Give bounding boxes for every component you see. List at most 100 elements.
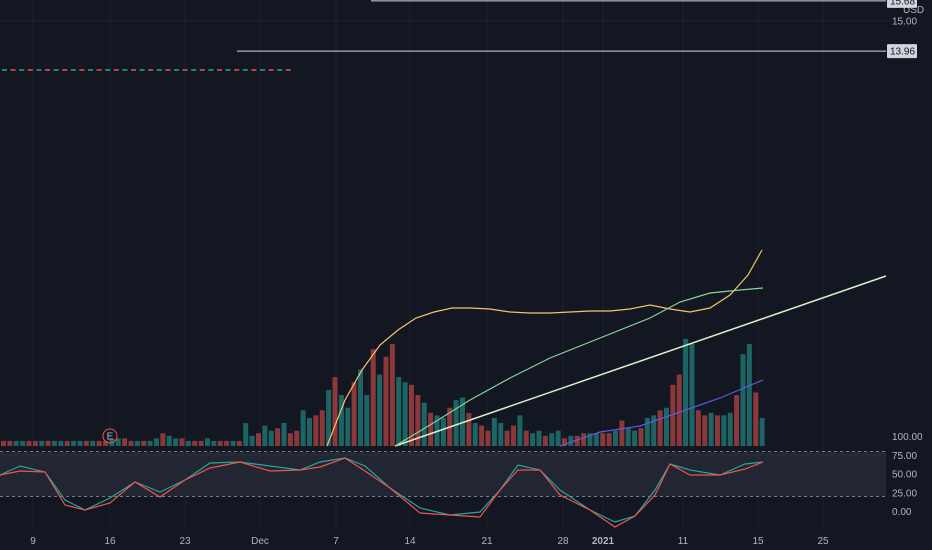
volume-bar [421,402,427,446]
volume-bar [409,384,414,446]
volume-bar [64,440,70,446]
volume-bar [52,440,57,446]
volume-bar [491,417,497,446]
level-tag-13-96: 13.96 [887,44,917,59]
volume-bar [20,440,26,446]
candle-flat [225,69,231,71]
candle-flat [182,69,188,71]
candle-flat [131,69,136,71]
earnings-marker-icon [102,428,118,444]
candle-flat [242,69,248,71]
volume-bar [160,433,166,446]
volume-bar [26,440,32,446]
indicator-tick-label: 25.00 [892,488,917,499]
volume-bar [71,440,77,446]
volume-bar [759,417,765,446]
volume-bar [154,438,159,446]
volume-bar [485,430,491,446]
volume-bar [657,410,663,446]
volume-bar [185,440,191,446]
volume-bar [683,338,689,446]
volume-bar [568,435,574,446]
volume-bar [632,430,638,446]
level-tag-13-96-text: 13.96 [890,47,915,58]
volume-bar [555,430,561,446]
candle-flat [19,69,25,71]
volume-bar [211,440,217,446]
candle-flat [2,69,7,71]
candle-flat [27,69,33,71]
volume-bar [727,412,733,446]
x-tick-label: 25 [817,536,829,547]
volume-bar [147,440,153,446]
stoch-band [0,451,886,497]
indicator-tick-label: 75.00 [892,451,917,462]
volume-bar [562,438,567,446]
candle-flat [122,69,128,71]
volume-bar [307,417,312,446]
volume-bar [326,389,332,446]
volume-bar [77,440,83,446]
volume-bar [715,415,720,446]
candle-flat [79,69,85,71]
candle-flat [105,69,111,71]
candle-flat [260,69,265,71]
candle-flat [62,69,68,71]
volume-bar [275,428,281,446]
volume-bar [370,349,376,446]
volume-bar [721,415,727,446]
volume-bar [702,415,708,446]
volume-bar [581,433,587,446]
volume-bar [472,423,478,446]
volume-bar [517,415,523,446]
x-tick-label: 16 [104,536,116,547]
volume-bar [32,440,38,446]
volume-bar [440,417,446,446]
volume-bar [122,438,128,446]
volume-bar [13,440,19,446]
candle-flat [217,69,222,71]
indicator-tick-label: 50.00 [892,470,917,481]
candle-flat [191,69,197,71]
volume-bar [58,440,64,446]
volume-bar [625,428,631,446]
ma-fast-line [326,249,763,447]
candle-flat [268,69,274,71]
volume-bar [389,344,395,446]
currency-label: USD [903,5,924,16]
volume-bar [549,433,555,446]
volume-bar [511,425,516,446]
volume-bar [613,430,618,446]
candle-flat [70,69,76,71]
volume-bar [96,440,102,446]
price-tick-label: 15.00 [892,16,917,27]
ma-mid-line [394,287,764,447]
candle-flat [208,69,214,71]
volume-bar [574,435,580,446]
volume-bar [542,435,548,446]
candle-flat [113,69,119,71]
volume-bar [256,433,261,446]
volume-bar [364,395,370,446]
x-tick-label: 14 [404,536,416,547]
volume-bar [115,438,121,446]
x-tick-label: 11 [678,536,689,547]
x-tick-label: 2021 [592,536,615,547]
volume-bar [453,400,459,446]
x-tick-label: 23 [179,536,191,547]
level-tag-15-68-bg [887,0,917,8]
volume-bar [300,410,306,446]
candle-flat [10,69,16,71]
volume-bar [428,412,434,446]
volume-bar [249,435,255,446]
volume-bar [746,344,752,446]
volume-bar [734,395,740,446]
volume-bar [358,369,363,446]
volume-bar [224,440,230,446]
volume-bar [504,430,510,446]
candle-flat [96,69,102,71]
volume-bar [479,425,485,446]
volume-bar [351,382,357,446]
